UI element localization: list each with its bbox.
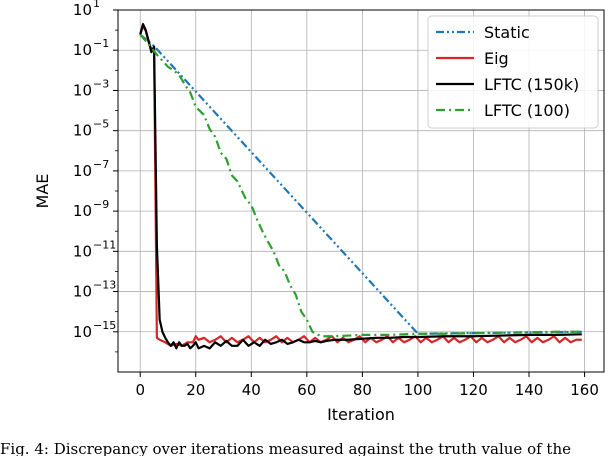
- series-lines: [139, 22, 582, 350]
- y-tick-label: 10: [73, 122, 92, 140]
- x-tick-label: 40: [242, 381, 261, 399]
- y-tick-label: 10: [73, 323, 92, 341]
- y-tick-exponent: −3: [93, 77, 109, 90]
- x-tick-label: 0: [135, 381, 145, 399]
- y-tick-exponent: −15: [93, 319, 116, 332]
- legend-box: [427, 15, 599, 129]
- y-tick-exponent: −9: [93, 198, 109, 211]
- legend-label: Eig: [484, 49, 509, 68]
- x-tick-label: 100: [404, 381, 433, 399]
- y-axis-title: MAE: [33, 174, 52, 209]
- legend-label: LFTC (150k): [484, 75, 579, 94]
- y-tick-exponent: −13: [93, 279, 116, 292]
- x-tick-label: 20: [186, 381, 205, 399]
- x-tick-label: 80: [353, 381, 372, 399]
- y-tick-exponent: −7: [93, 158, 109, 171]
- legend-label: LFTC (100): [484, 101, 570, 120]
- series-line-eig: [139, 24, 582, 347]
- y-tick-label: 10: [73, 1, 92, 19]
- y-tick-label: 10: [73, 41, 92, 59]
- series-line-lftc-150k: [139, 22, 582, 350]
- y-tick-label: 10: [73, 283, 92, 301]
- legend-label: Static: [484, 23, 530, 42]
- y-tick-label: 10: [73, 162, 92, 180]
- y-tick-exponent: −5: [93, 118, 109, 131]
- x-tick-label: 160: [570, 381, 599, 399]
- series-line-lftc-100: [139, 33, 582, 338]
- figure-caption: Fig. 4: Discrepancy over iterations meas…: [0, 440, 571, 456]
- x-tick-label: 140: [515, 381, 544, 399]
- y-tick-label: 10: [73, 242, 92, 260]
- y-tick-label: 10: [73, 202, 92, 220]
- x-tick-label: 120: [459, 381, 488, 399]
- legend: Static Eig LFTC (150k) LFTC (100): [427, 15, 599, 129]
- y-tick-exponent: 1: [93, 0, 100, 10]
- y-tick-exponent: −1: [93, 37, 109, 50]
- y-tick-exponent: −11: [93, 238, 116, 251]
- grid-lines: [118, 9, 604, 372]
- x-tick-label: 60: [297, 381, 316, 399]
- y-tick-label: 10: [73, 81, 92, 99]
- x-axis-title: Iteration: [327, 405, 395, 424]
